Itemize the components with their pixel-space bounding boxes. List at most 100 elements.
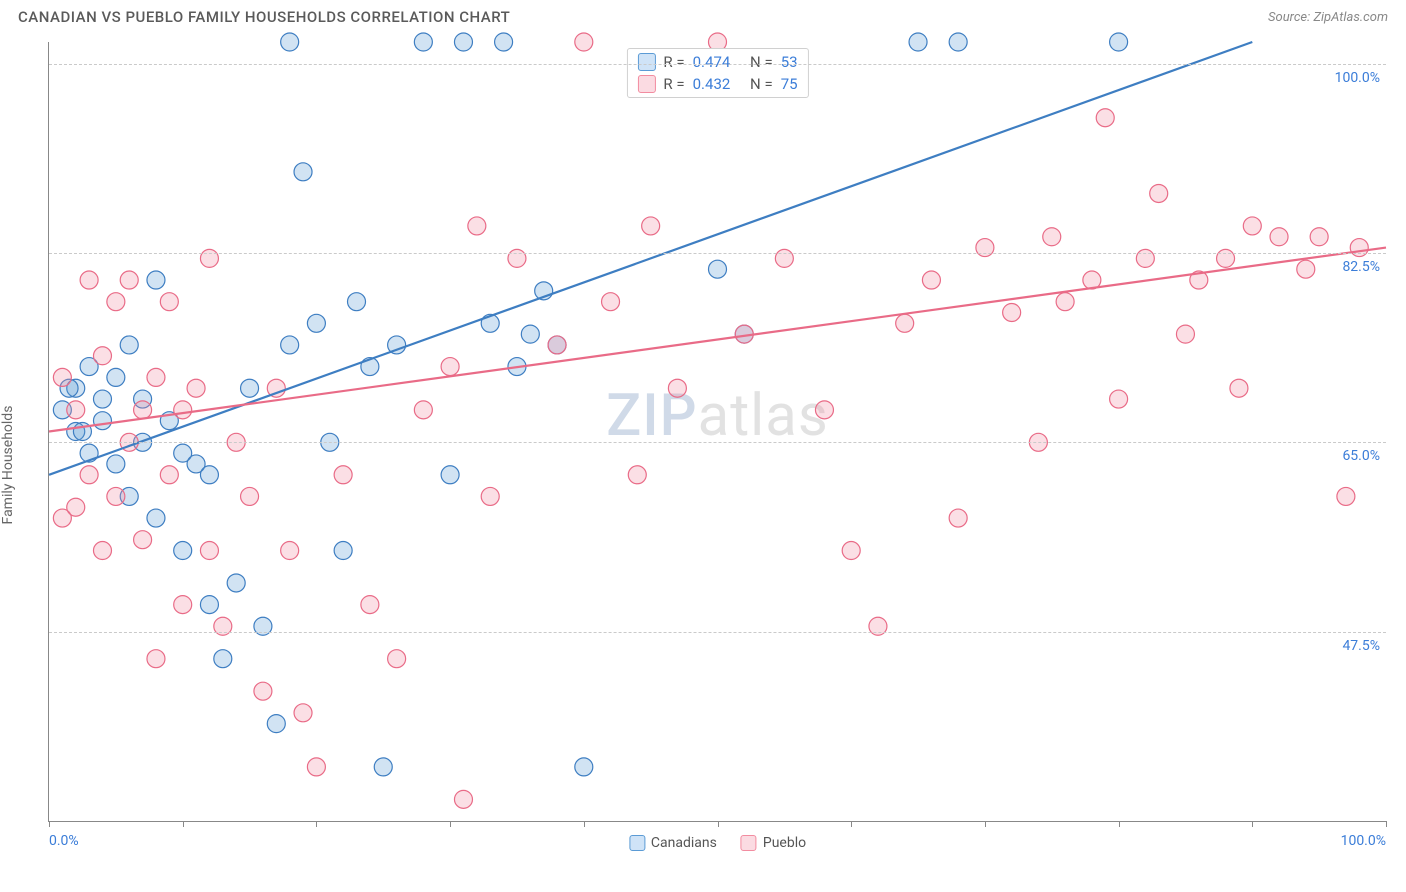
scatter-svg bbox=[49, 42, 1386, 821]
scatter-point bbox=[575, 758, 593, 776]
scatter-point bbox=[949, 509, 967, 527]
scatter-point bbox=[307, 314, 325, 332]
chart-header: CANADIAN VS PUEBLO FAMILY HOUSEHOLDS COR… bbox=[0, 0, 1406, 32]
scatter-point bbox=[67, 498, 85, 516]
n-label: N = bbox=[750, 75, 773, 93]
legend-item-canadians: Canadians bbox=[629, 835, 717, 851]
stats-swatch-canadians bbox=[637, 53, 655, 71]
stats-swatch-pueblo bbox=[637, 75, 655, 93]
correlation-stats-box: R = 0.474 N = 53 R = 0.432 N = 75 bbox=[626, 48, 808, 98]
scatter-point bbox=[842, 542, 860, 560]
scatter-point bbox=[441, 358, 459, 376]
scatter-point bbox=[67, 401, 85, 419]
scatter-point bbox=[949, 33, 967, 51]
scatter-point bbox=[241, 379, 259, 397]
scatter-point bbox=[1310, 228, 1328, 246]
scatter-point bbox=[1270, 228, 1288, 246]
scatter-point bbox=[642, 217, 660, 235]
scatter-point bbox=[388, 650, 406, 668]
scatter-point bbox=[896, 314, 914, 332]
x-tick bbox=[1119, 821, 1120, 827]
scatter-point bbox=[1176, 325, 1194, 343]
scatter-point bbox=[1003, 303, 1021, 321]
scatter-point bbox=[481, 487, 499, 505]
scatter-point bbox=[414, 33, 432, 51]
scatter-point bbox=[227, 574, 245, 592]
scatter-point bbox=[709, 260, 727, 278]
scatter-point bbox=[575, 33, 593, 51]
scatter-point bbox=[147, 650, 165, 668]
scatter-point bbox=[53, 368, 71, 386]
stats-row: R = 0.474 N = 53 bbox=[637, 51, 797, 73]
scatter-point bbox=[147, 509, 165, 527]
scatter-point bbox=[414, 401, 432, 419]
scatter-point bbox=[294, 163, 312, 181]
x-tick-label: 100.0% bbox=[1341, 833, 1386, 849]
scatter-point bbox=[454, 790, 472, 808]
scatter-point bbox=[134, 531, 152, 549]
gridline bbox=[49, 442, 1386, 443]
scatter-point bbox=[1297, 260, 1315, 278]
n-label: N = bbox=[750, 53, 773, 71]
scatter-point bbox=[281, 33, 299, 51]
gridline bbox=[49, 253, 1386, 254]
y-tick-label: 82.5% bbox=[1342, 259, 1380, 275]
y-axis-label: Family Households bbox=[0, 406, 16, 525]
x-tick-label: 0.0% bbox=[49, 833, 79, 849]
scatter-point bbox=[374, 758, 392, 776]
scatter-point bbox=[909, 33, 927, 51]
n-value-pueblo: 75 bbox=[781, 75, 798, 93]
scatter-point bbox=[281, 542, 299, 560]
scatter-point bbox=[107, 293, 125, 311]
x-tick bbox=[851, 821, 852, 827]
scatter-point bbox=[1243, 217, 1261, 235]
scatter-point bbox=[602, 293, 620, 311]
r-label: R = bbox=[663, 75, 684, 93]
scatter-point bbox=[348, 293, 366, 311]
scatter-point bbox=[120, 271, 138, 289]
scatter-point bbox=[107, 455, 125, 473]
scatter-point bbox=[254, 682, 272, 700]
scatter-point bbox=[628, 466, 646, 484]
scatter-point bbox=[1110, 390, 1128, 408]
scatter-point bbox=[548, 336, 566, 354]
scatter-point bbox=[241, 487, 259, 505]
scatter-point bbox=[147, 271, 165, 289]
scatter-point bbox=[441, 466, 459, 484]
scatter-point bbox=[334, 542, 352, 560]
scatter-point bbox=[80, 466, 98, 484]
legend-swatch-pueblo bbox=[741, 835, 757, 851]
r-value-pueblo: 0.432 bbox=[693, 75, 731, 93]
scatter-point bbox=[93, 412, 111, 430]
scatter-point bbox=[1043, 228, 1061, 246]
scatter-point bbox=[1337, 487, 1355, 505]
scatter-point bbox=[200, 466, 218, 484]
scatter-point bbox=[267, 715, 285, 733]
scatter-point bbox=[361, 596, 379, 614]
legend: Canadians Pueblo bbox=[629, 835, 806, 851]
x-tick bbox=[49, 821, 50, 827]
scatter-point bbox=[468, 217, 486, 235]
scatter-point bbox=[160, 466, 178, 484]
scatter-point bbox=[93, 390, 111, 408]
source-name: ZipAtlas.com bbox=[1313, 10, 1388, 25]
scatter-point bbox=[454, 33, 472, 51]
scatter-point bbox=[200, 542, 218, 560]
y-tick-label: 65.0% bbox=[1342, 448, 1380, 464]
scatter-point bbox=[160, 293, 178, 311]
x-tick bbox=[985, 821, 986, 827]
scatter-point bbox=[294, 704, 312, 722]
chart-source: Source: ZipAtlas.com bbox=[1268, 10, 1388, 25]
scatter-point bbox=[107, 487, 125, 505]
scatter-point bbox=[134, 401, 152, 419]
r-label: R = bbox=[663, 53, 684, 71]
scatter-point bbox=[107, 368, 125, 386]
scatter-point bbox=[174, 542, 192, 560]
scatter-point bbox=[120, 336, 138, 354]
legend-swatch-canadians bbox=[629, 835, 645, 851]
scatter-point bbox=[495, 33, 513, 51]
scatter-point bbox=[80, 271, 98, 289]
y-tick-label: 100.0% bbox=[1335, 70, 1380, 86]
plot-area: ZIPatlas R = 0.474 N = 53 R = 0.432 N = … bbox=[48, 42, 1386, 822]
scatter-point bbox=[174, 596, 192, 614]
